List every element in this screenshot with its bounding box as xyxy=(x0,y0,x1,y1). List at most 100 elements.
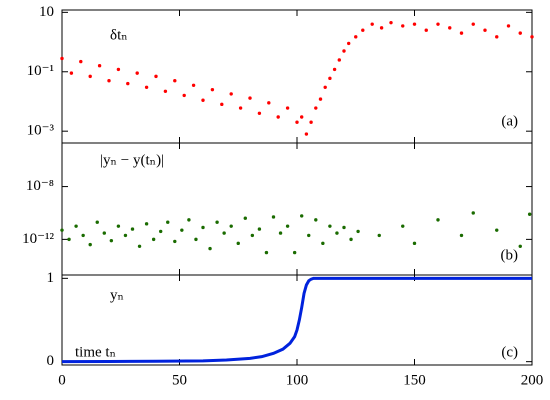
point xyxy=(318,97,323,101)
point xyxy=(424,28,428,32)
point xyxy=(229,92,233,96)
point xyxy=(88,242,92,247)
x-tick-label: 0 xyxy=(58,372,66,388)
point xyxy=(300,214,304,218)
point xyxy=(448,26,452,30)
point xyxy=(342,225,346,230)
point xyxy=(354,35,358,39)
point xyxy=(342,49,346,53)
y-tick-label: 10⁻¹² xyxy=(22,231,54,247)
point xyxy=(201,225,205,230)
point xyxy=(144,222,149,226)
point xyxy=(321,241,325,246)
x-tick-label: 200 xyxy=(521,372,544,388)
point xyxy=(276,115,280,119)
y-tick-label: 10⁻¹ xyxy=(27,63,54,79)
point xyxy=(518,31,522,35)
point xyxy=(328,76,332,81)
point xyxy=(347,41,351,46)
point xyxy=(332,67,337,72)
point xyxy=(166,220,170,224)
point xyxy=(67,237,71,242)
point xyxy=(530,35,534,39)
point xyxy=(201,98,205,102)
annotation: (c) xyxy=(501,344,518,360)
point xyxy=(215,220,219,224)
point xyxy=(130,227,135,231)
annotation: (b) xyxy=(501,247,519,263)
point xyxy=(257,111,262,115)
point xyxy=(304,132,309,136)
point xyxy=(194,237,198,242)
point xyxy=(126,81,130,86)
annotation: time tₙ xyxy=(75,344,116,360)
point xyxy=(116,224,121,228)
point xyxy=(300,115,304,119)
point xyxy=(79,59,83,64)
point xyxy=(250,233,255,238)
point xyxy=(116,67,121,72)
y-tick-label: 1 xyxy=(47,270,55,286)
point xyxy=(295,120,299,124)
point xyxy=(436,218,440,222)
point xyxy=(292,250,297,255)
point xyxy=(459,31,464,35)
point xyxy=(257,227,262,231)
point xyxy=(109,238,114,243)
y-tick-label: 10⁻⁸ xyxy=(26,178,54,194)
point xyxy=(335,231,339,235)
point xyxy=(412,241,417,246)
point xyxy=(151,237,156,242)
y-tick-label: 0 xyxy=(47,353,55,369)
y-tick-label: 10 xyxy=(39,4,54,20)
point xyxy=(144,85,149,89)
point xyxy=(81,233,85,238)
point xyxy=(95,220,99,224)
point xyxy=(323,85,327,89)
x-tick-label: 100 xyxy=(286,372,309,388)
annotation: (a) xyxy=(501,113,518,129)
point xyxy=(154,74,158,79)
point xyxy=(314,218,318,222)
point xyxy=(361,28,365,32)
point xyxy=(527,212,532,216)
x-tick-label: 50 xyxy=(172,372,187,388)
annotation: δtₙ xyxy=(110,27,128,43)
point xyxy=(377,233,381,238)
point xyxy=(236,241,240,246)
point xyxy=(187,218,191,222)
point xyxy=(107,79,111,83)
annotation: |yₙ − y(tₙ)| xyxy=(100,152,164,168)
point xyxy=(307,233,311,238)
plot-frame xyxy=(61,274,533,366)
point xyxy=(229,224,233,228)
point xyxy=(238,106,243,110)
point xyxy=(60,228,64,232)
point xyxy=(222,231,226,235)
line xyxy=(61,276,532,364)
point xyxy=(97,64,102,68)
point xyxy=(264,250,269,255)
point xyxy=(471,211,475,215)
point xyxy=(248,96,252,100)
point xyxy=(243,216,247,220)
point xyxy=(401,224,405,228)
point xyxy=(459,233,464,238)
point xyxy=(379,26,384,30)
point xyxy=(389,20,393,25)
point xyxy=(518,244,522,248)
point xyxy=(69,71,74,75)
point xyxy=(137,244,142,248)
y-tick-label: 10⁻³ xyxy=(27,123,55,139)
point xyxy=(412,22,417,26)
point xyxy=(163,89,168,93)
point xyxy=(173,239,177,244)
point xyxy=(285,106,290,110)
point xyxy=(220,102,224,107)
annotation: yₙ xyxy=(110,287,124,303)
point xyxy=(210,87,215,92)
point xyxy=(471,22,475,26)
point xyxy=(74,224,78,228)
x-tick-label: 150 xyxy=(403,372,426,388)
